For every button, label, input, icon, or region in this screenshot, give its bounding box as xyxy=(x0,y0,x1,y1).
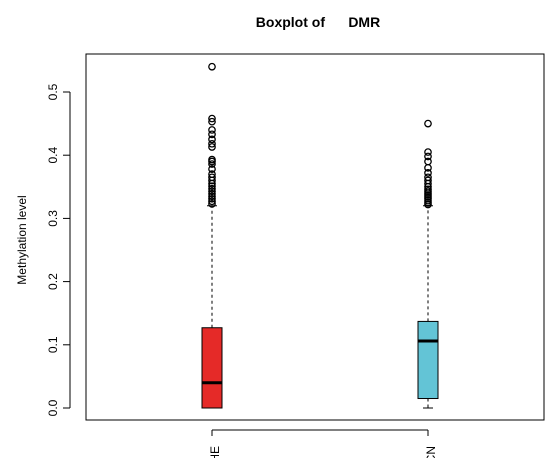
x-tick-label: CN xyxy=(424,446,438,458)
outlier-point xyxy=(208,173,216,182)
plot-frame xyxy=(85,53,545,421)
outlier-point xyxy=(208,184,216,193)
y-tick-label: 0.4 xyxy=(46,147,60,164)
outlier-point xyxy=(424,169,432,177)
outlier-point xyxy=(424,173,432,182)
x-axis: HE CN xyxy=(208,429,438,458)
box-rect xyxy=(417,320,439,400)
outlier-point xyxy=(208,160,216,168)
outlier-point xyxy=(208,192,216,201)
y-tick-label: 0.5 xyxy=(46,83,60,100)
outlier-point xyxy=(208,126,216,134)
outlier-point xyxy=(208,197,216,206)
outlier-point xyxy=(208,62,216,71)
outlier-point xyxy=(208,189,216,198)
box-he xyxy=(201,62,223,409)
outlier-point xyxy=(208,135,216,144)
outlier-point xyxy=(208,194,216,203)
outlier-point xyxy=(208,114,216,123)
y-tick-label: 0.0 xyxy=(46,399,60,416)
y-axis-label: Methylation level xyxy=(15,195,29,284)
box-cn xyxy=(417,119,439,409)
outlier-point xyxy=(424,152,432,161)
y-axis: 0.0 0.1 0.2 0.3 0.4 0.5 xyxy=(46,83,71,416)
chart-title: Boxplot of DMR xyxy=(256,14,380,30)
outlier-point xyxy=(208,143,216,151)
outlier-point xyxy=(424,148,432,156)
outlier-point xyxy=(424,185,432,194)
y-tick-label: 0.1 xyxy=(46,336,60,353)
outlier-point xyxy=(424,119,432,128)
y-tick-label: 0.3 xyxy=(46,210,60,227)
box-rect xyxy=(201,327,223,409)
outlier-point xyxy=(208,200,216,208)
outlier-point xyxy=(424,176,432,185)
boxes-group xyxy=(201,62,439,409)
outlier-point xyxy=(208,187,216,196)
outlier-point xyxy=(208,170,216,179)
outlier-point xyxy=(208,130,216,139)
outlier-point xyxy=(208,139,216,148)
outlier-point xyxy=(208,155,216,164)
outlier-point xyxy=(424,157,432,166)
x-tick-label: HE xyxy=(208,446,222,458)
outlier-point xyxy=(208,117,216,126)
outlier-point xyxy=(208,182,216,191)
y-tick-label: 0.2 xyxy=(46,273,60,290)
outlier-point xyxy=(208,165,216,173)
